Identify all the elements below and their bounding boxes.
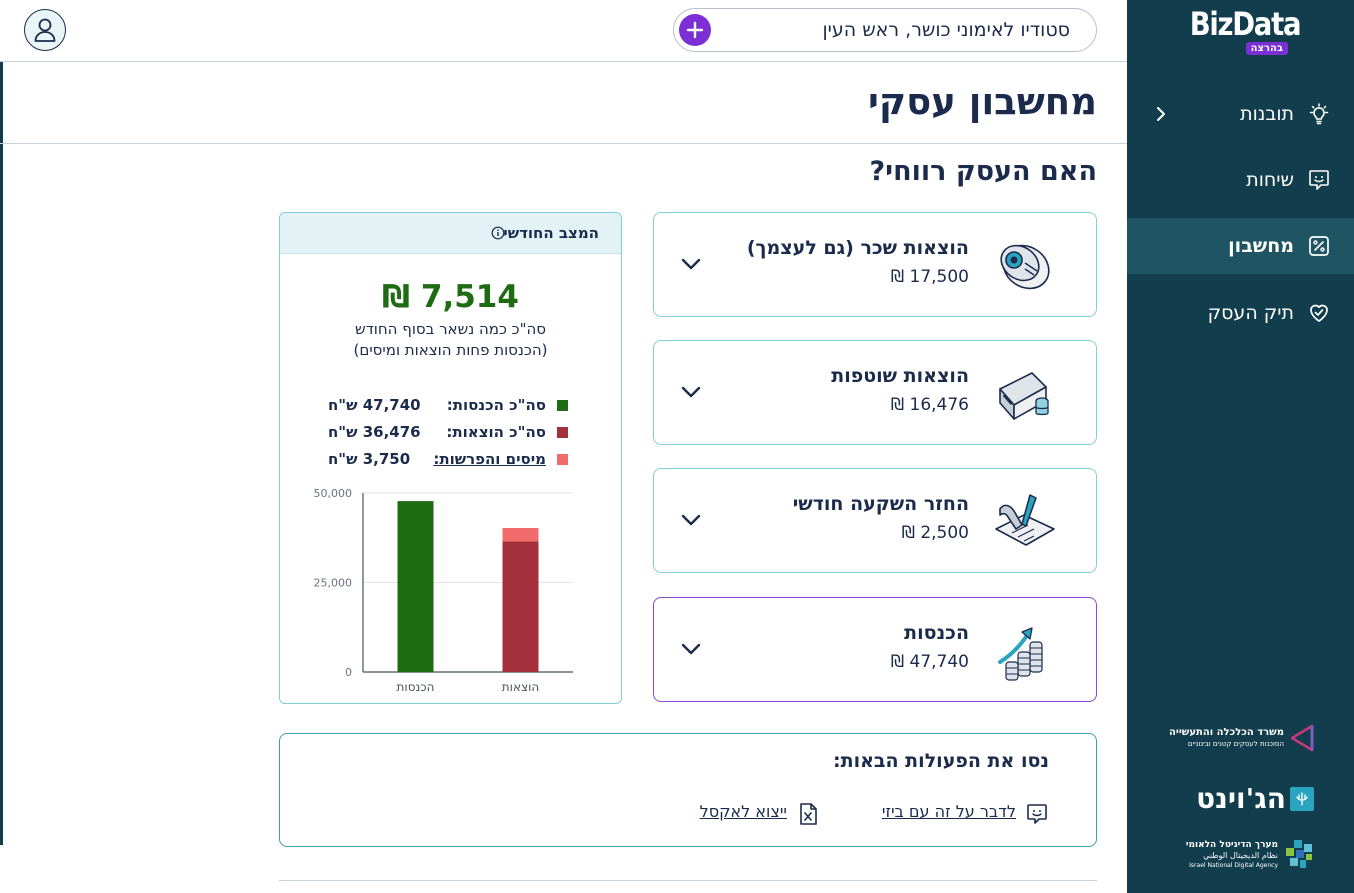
bar-expenses — [502, 541, 539, 672]
legend-expenses: סה"כ הוצאות: 36,476 ש"ח — [328, 423, 568, 443]
legend-swatch — [557, 427, 568, 438]
monthly-total-description: סה"כ כמה נשאר בסוף החודש (הכנסות פחות הו… — [280, 319, 621, 361]
card-salary-expenses[interactable]: הוצאות שכר (גם לעצמך) 17,500 ₪ — [653, 212, 1097, 317]
card-title: הוצאות שוטפות — [831, 365, 969, 387]
legend-value: 47,740 ש"ח — [328, 396, 421, 414]
legend-income: סה"כ הכנסות: 47,740 ש"ח — [328, 396, 568, 416]
card-income[interactable]: הכנסות 47,740 ₪ — [653, 597, 1097, 702]
card-value: 16,476 ₪ — [890, 395, 969, 415]
legend-value: 3,750 ש"ח — [328, 450, 411, 468]
sidebar-item-insights[interactable]: תובנות — [1127, 86, 1354, 142]
sidebar-item-label: תיק העסק — [1207, 302, 1294, 324]
calculator-icon — [1308, 235, 1330, 257]
sponsor-sub: הסוכנות לעסקים קטנים ובינוניים — [1187, 740, 1284, 748]
heart-icon — [1308, 302, 1330, 324]
export-excel-link[interactable]: ייצוא לאקסל — [699, 802, 787, 821]
legend-value: 36,476 ש"ח — [328, 423, 421, 441]
card-value: 17,500 ₪ — [890, 267, 969, 287]
chevron-down-icon[interactable] — [680, 638, 702, 660]
growth-coins-icon — [998, 627, 1043, 681]
sidebar: BizData בהרצה תובנות שיחות מחשבון תיק הע… — [1127, 0, 1354, 893]
card-title: הוצאות שכר (גם לעצמך) — [746, 237, 969, 259]
bar-taxes — [502, 527, 539, 542]
chat-icon — [1308, 169, 1330, 191]
info-icon[interactable] — [491, 226, 505, 240]
taxes-link[interactable]: מיסים והפרשות: — [433, 450, 546, 468]
plus-icon — [686, 21, 704, 39]
digital-agency-logo-mark — [1286, 840, 1312, 868]
joint-logo: הג'וינט — [1184, 782, 1314, 818]
legend-swatch — [557, 454, 568, 465]
sponsor-sub: Israel National Digital Agency — [1189, 862, 1278, 869]
top-bar: סטודיו לאימוני כושר, ראש העין — [0, 0, 1127, 62]
ministry-logo-mark — [1290, 724, 1314, 752]
ministry-economy-logo: משרד הכלכלה והתעשייה הסוכנות לעסקים קטני… — [1164, 724, 1314, 756]
joint-logo-mark — [1290, 787, 1314, 811]
card-title: החזר השקעה חודשי — [792, 493, 969, 515]
card-value: 2,500 ₪ — [901, 523, 969, 543]
chevron-down-icon[interactable] — [680, 509, 702, 531]
sidebar-item-chats[interactable]: שיחות — [1127, 152, 1354, 208]
actions-title: נסו את הפעולות הבאות: — [833, 750, 1049, 772]
y-tick-label: 0 — [345, 666, 352, 679]
excel-file-icon — [800, 803, 817, 825]
sidebar-item-label: מחשבון — [1228, 235, 1294, 257]
sidebar-item-label: תובנות — [1240, 103, 1294, 125]
credit-card-coins-icon — [999, 372, 1049, 420]
divider — [0, 143, 1127, 144]
page-title: מחשבון עסקי — [867, 80, 1097, 123]
add-business-button[interactable] — [679, 14, 711, 46]
chevron-down-icon[interactable] — [680, 381, 702, 403]
monthly-status-panel: המצב החודשי 7,514 ₪ סה"כ כמה נשאר בסוף ה… — [279, 212, 622, 704]
beta-badge: בהרצה — [1245, 42, 1288, 55]
business-selector[interactable]: סטודיו לאימוני כושר, ראש העין — [673, 8, 1097, 52]
user-icon — [34, 18, 56, 42]
bizdata-logo[interactable]: BizData בהרצה — [1182, 4, 1302, 55]
description-line: סה"כ כמה נשאר בסוף החודש — [354, 320, 547, 338]
bar-income — [397, 501, 434, 672]
legend-taxes: מיסים והפרשות: 3,750 ש"ח — [328, 450, 568, 470]
card-value: 47,740 ₪ — [890, 652, 969, 672]
y-tick-label: 50,000 — [314, 487, 353, 500]
chevron-down-icon[interactable] — [680, 253, 702, 275]
chat-icon — [1027, 804, 1047, 824]
income-expenses-chart: 50,000 25,000 0 הכנסות הוצאות — [314, 487, 573, 694]
card-investment-return[interactable]: החזר השקעה חודשי 2,500 ₪ — [653, 468, 1097, 573]
legend-label: סה"כ הוצאות: — [446, 423, 546, 441]
logo-text: BizData — [1189, 5, 1302, 43]
sponsor-sub: نظام الديجيتال الوطني — [1203, 851, 1278, 860]
x-tick-label: הוצאות — [502, 680, 539, 694]
digital-agency-logo: מערך הדיגיטל הלאומי نظام الديجيتال الوطن… — [1184, 838, 1314, 874]
section-title: האם העסק רווחי? — [869, 156, 1097, 187]
sponsor-name: מערך הדיגיטל הלאומי — [1185, 840, 1278, 850]
lightbulb-icon — [1308, 103, 1330, 125]
y-tick-label: 25,000 — [314, 577, 353, 590]
chevron-right-icon[interactable] — [1155, 104, 1167, 124]
sponsor-name: הג'וינט — [1196, 782, 1286, 815]
panel-header: המצב החודשי — [280, 213, 621, 254]
legend-swatch — [557, 400, 568, 411]
panel-title: המצב החודשי — [503, 224, 599, 242]
sponsor-name: משרד הכלכלה והתעשייה — [1169, 727, 1284, 738]
divider — [279, 880, 1097, 881]
card-running-expenses[interactable]: הוצאות שוטפות 16,476 ₪ — [653, 340, 1097, 445]
business-name: סטודיו לאימוני כושר, ראש העין — [822, 19, 1070, 41]
sidebar-item-calculator[interactable]: מחשבון — [1127, 218, 1354, 274]
user-profile-button[interactable] — [24, 9, 66, 51]
talk-to-bizzy-link[interactable]: לדבר על זה עם ביזי — [881, 802, 1016, 821]
sidebar-item-label: שיחות — [1246, 169, 1294, 191]
legend-label: סה"כ הכנסות: — [446, 396, 546, 414]
signing-contract-icon — [995, 494, 1055, 546]
salary-icon — [1000, 244, 1050, 290]
monthly-total: 7,514 ₪ — [382, 279, 519, 315]
suggested-actions: נסו את הפעולות הבאות: לדבר על זה עם ביזי… — [279, 733, 1097, 847]
sidebar-item-business-file[interactable]: תיק העסק — [1127, 285, 1354, 341]
description-line: (הכנסות פחות הוצאות ומיסים) — [353, 341, 548, 359]
content-edge — [0, 62, 3, 845]
x-tick-label: הכנסות — [397, 680, 435, 694]
card-title: הכנסות — [904, 622, 969, 644]
